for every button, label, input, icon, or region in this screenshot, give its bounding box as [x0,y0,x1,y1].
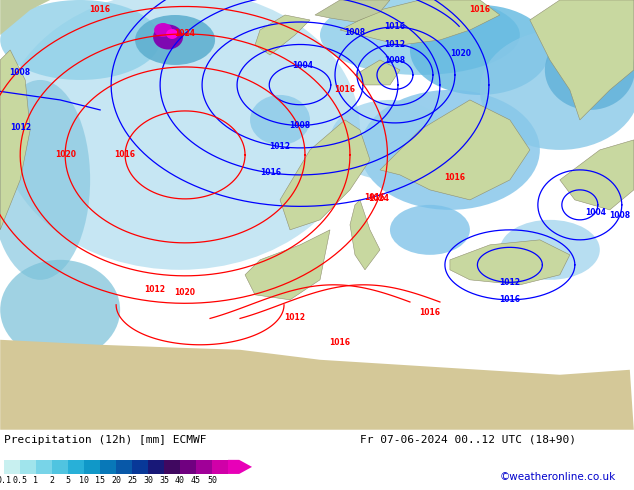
Text: 1016: 1016 [469,5,490,14]
Ellipse shape [135,15,215,65]
Text: 1024: 1024 [368,194,389,203]
Text: 1020: 1020 [450,49,471,57]
Text: 45: 45 [191,476,201,485]
Text: 1008: 1008 [288,121,310,130]
Polygon shape [0,340,634,430]
Text: 1016: 1016 [330,338,351,347]
Polygon shape [380,100,530,200]
Bar [100,460,116,474]
Text: 1008: 1008 [384,56,406,65]
Polygon shape [280,120,370,230]
Ellipse shape [320,0,520,75]
Text: 1012: 1012 [500,278,521,287]
Text: 1004: 1004 [292,61,313,70]
Text: 0.5: 0.5 [13,476,27,485]
Text: 5: 5 [65,476,70,485]
Bar [116,460,132,474]
Text: 1012: 1012 [10,123,30,132]
Polygon shape [340,0,500,45]
Text: 50: 50 [207,476,217,485]
Text: 1016: 1016 [115,150,136,159]
Text: 1012: 1012 [285,313,306,322]
Text: 1020: 1020 [174,288,195,297]
Ellipse shape [500,220,600,280]
Text: 1: 1 [34,476,39,485]
Text: 25: 25 [127,476,137,485]
Bar [84,460,100,474]
Polygon shape [245,230,330,300]
Text: 1004: 1004 [585,208,606,217]
Text: 1024: 1024 [174,29,195,39]
Bar [196,460,212,474]
Text: 35: 35 [159,476,169,485]
Text: 1012: 1012 [384,40,406,49]
Text: 1008: 1008 [344,28,366,37]
Ellipse shape [360,90,540,210]
Bar [36,460,52,474]
Ellipse shape [166,29,178,39]
Polygon shape [530,0,634,120]
Text: 20: 20 [111,476,121,485]
Text: 15: 15 [95,476,105,485]
Polygon shape [315,0,390,22]
Bar [4,460,20,474]
Polygon shape [0,50,30,230]
Ellipse shape [153,24,183,49]
Text: 1008: 1008 [10,68,30,77]
Text: 1016: 1016 [89,5,111,14]
Text: 40: 40 [175,476,185,485]
Text: 1016: 1016 [420,308,441,317]
Bar [212,460,228,474]
Text: Fr 07-06-2024 00..12 UTC (18+90): Fr 07-06-2024 00..12 UTC (18+90) [360,435,576,445]
Bar [148,460,164,474]
Text: 1016: 1016 [444,173,465,182]
Ellipse shape [480,30,634,150]
Polygon shape [0,0,50,35]
Text: 0.1: 0.1 [0,476,11,485]
Polygon shape [560,140,634,210]
Polygon shape [255,15,310,55]
Text: 1020: 1020 [55,150,75,159]
Bar [52,460,68,474]
Text: 10: 10 [79,476,89,485]
Ellipse shape [0,0,160,80]
Text: 1012: 1012 [145,285,165,294]
Polygon shape [450,240,570,285]
Text: 1012: 1012 [269,142,290,151]
Bar [132,460,148,474]
Text: 1008: 1008 [609,211,630,220]
Ellipse shape [154,23,172,37]
Polygon shape [355,60,400,85]
Ellipse shape [0,80,90,280]
Ellipse shape [0,0,360,270]
Text: 1016: 1016 [384,23,406,31]
Ellipse shape [410,5,550,95]
Text: 30: 30 [143,476,153,485]
Bar [164,460,180,474]
Text: 1016: 1016 [335,85,356,94]
FancyArrow shape [228,460,252,474]
Ellipse shape [545,30,634,110]
Ellipse shape [330,100,450,180]
Text: 1016: 1016 [365,193,385,202]
Text: 2: 2 [49,476,55,485]
Ellipse shape [0,260,120,360]
Bar [68,460,84,474]
Ellipse shape [390,205,470,255]
Text: ©weatheronline.co.uk: ©weatheronline.co.uk [500,472,616,482]
Bar [180,460,196,474]
Text: 1016: 1016 [260,169,281,177]
Bar [20,460,36,474]
Ellipse shape [250,95,310,145]
Text: Precipitation (12h) [mm] ECMWF: Precipitation (12h) [mm] ECMWF [4,435,207,445]
Polygon shape [350,200,380,270]
Text: 1016: 1016 [500,295,521,304]
